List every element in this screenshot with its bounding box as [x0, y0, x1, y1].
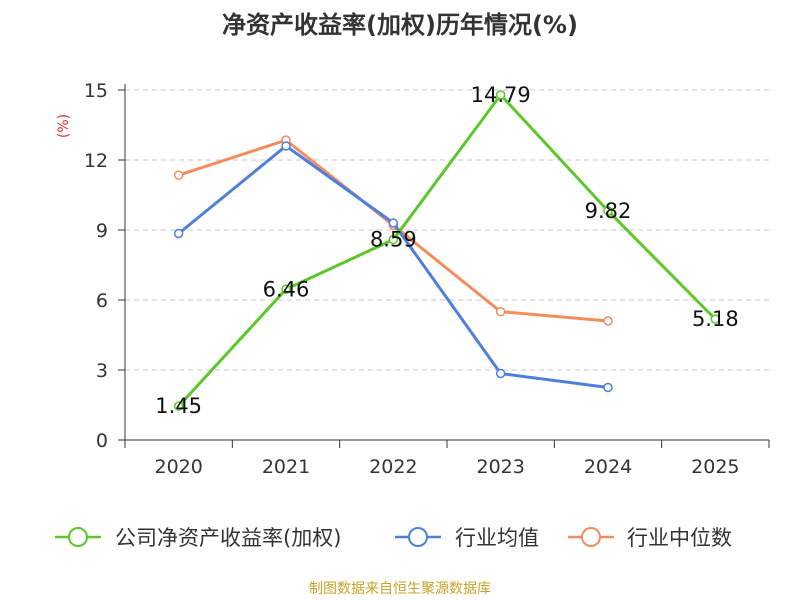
data-label: 6.46: [263, 277, 310, 301]
grid: [125, 89, 769, 371]
series-line: [177, 93, 717, 408]
legend-marker: [68, 527, 88, 547]
y-tick-label: 3: [96, 360, 108, 382]
data-label: 14.79: [471, 83, 531, 107]
data-point[interactable]: [603, 382, 613, 393]
y-tick-label: 0: [96, 430, 108, 452]
data-point[interactable]: [388, 234, 399, 245]
data-label: 8.59: [370, 228, 417, 252]
series-lines: [173, 90, 721, 411]
data-point[interactable]: [603, 206, 613, 216]
chart-title: 净资产收益率(加权)历年情况(%): [222, 11, 578, 39]
data-point[interactable]: [710, 314, 721, 324]
legend-item[interactable]: 行业均值: [395, 526, 539, 550]
data-point[interactable]: [495, 306, 506, 317]
legend-marker: [581, 527, 601, 547]
x-tick-label: 2022: [369, 456, 417, 478]
y-tick-label: 6: [96, 290, 108, 312]
data-point[interactable]: [388, 218, 399, 228]
legend-marker: [408, 527, 428, 547]
legend[interactable]: 公司净资产收益率(加权) 行业均值 行业中位数: [55, 526, 732, 550]
data-point[interactable]: [173, 170, 184, 180]
legend-label: 行业均值: [455, 526, 539, 550]
data-point[interactable]: [495, 90, 506, 100]
x-tick-label: 2024: [584, 456, 632, 478]
x-tick-label: 2020: [154, 456, 202, 478]
legend-item[interactable]: 公司净资产收益率(加权): [55, 526, 341, 550]
legend-label: 公司净资产收益率(加权): [115, 526, 341, 550]
y-tick-label: 15: [84, 80, 108, 102]
y-tick-label: 9: [96, 220, 108, 242]
data-labels: 1.45 6.46 8.59 14.79 9.82 5.18: [155, 83, 738, 418]
data-label: 1.45: [155, 394, 202, 418]
legend-label: 行业中位数: [627, 526, 732, 550]
y-axis-label: (%): [56, 114, 72, 138]
y-tick-label: 12: [84, 150, 108, 172]
x-tick-label: 2025: [691, 456, 739, 478]
data-label: 5.18: [692, 307, 739, 331]
data-point[interactable]: [281, 141, 291, 151]
source-footer: 制图数据来自恒生聚源数据库: [309, 581, 491, 597]
data-point[interactable]: [603, 316, 613, 326]
axes: 0 3 6 9 12 15 2020 2021 2022 2023 2024 2025: [84, 80, 770, 478]
data-label: 9.82: [585, 199, 632, 223]
data-point[interactable]: [495, 368, 506, 379]
legend-item[interactable]: 行业中位数: [568, 526, 732, 550]
series-line: [177, 144, 609, 389]
data-point[interactable]: [173, 228, 184, 239]
data-point[interactable]: [281, 284, 291, 295]
data-point[interactable]: [173, 401, 184, 411]
x-tick-label: 2023: [476, 456, 524, 478]
x-tick-label: 2021: [262, 456, 310, 478]
